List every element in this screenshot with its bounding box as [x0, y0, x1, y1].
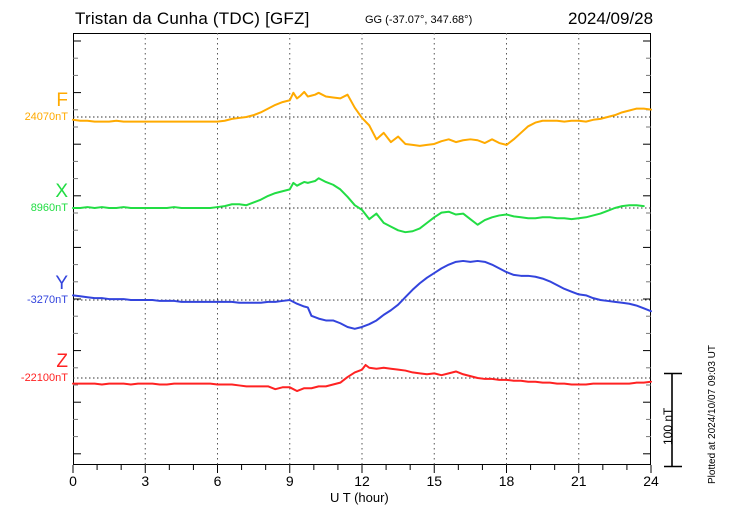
series-symbol-x: X	[55, 181, 68, 202]
plotted-at-timestamp: Plotted at 2024/10/07 09:03 UT	[707, 345, 718, 484]
x-tick-label-9: 9	[285, 473, 294, 489]
x-tick-label-24: 24	[643, 473, 659, 489]
x-tick-label-15: 15	[426, 473, 443, 489]
x-tick-label-6: 6	[213, 473, 222, 489]
series-symbol-f: F	[56, 90, 68, 111]
scale-bar	[664, 372, 682, 468]
series-baseline-x: 8960nT	[30, 202, 68, 214]
x-tick-label-18: 18	[498, 473, 515, 489]
observation-date: 2024/09/28	[568, 9, 654, 28]
series-label-f: F 24070nT	[0, 91, 68, 124]
series-symbol-y: Y	[55, 273, 68, 294]
page-title: Tristan da Cunha (TDC) [GFZ]	[75, 9, 310, 28]
series-baseline-y: -3270nT	[27, 294, 68, 306]
x-tick-label-0: 0	[69, 473, 77, 489]
scale-bar-caption: 100 nT	[661, 407, 675, 445]
x-tick-label-3: 3	[141, 473, 150, 489]
series-label-x: X 8960nT	[0, 182, 68, 215]
series-baseline-z: -22100nT	[20, 372, 68, 384]
x-tick-label-21: 21	[570, 473, 587, 489]
x-tick-label-12: 12	[354, 473, 370, 489]
series-symbol-z: Z	[56, 351, 68, 372]
series-label-z: Z -22100nT	[0, 352, 68, 385]
series-baseline-f: 24070nT	[24, 111, 68, 123]
geographic-coordinates: GG (-37.07°, 347.68°)	[365, 14, 473, 26]
x-axis-title: U T (hour)	[330, 490, 389, 505]
series-label-y: Y -3270nT	[0, 274, 68, 307]
